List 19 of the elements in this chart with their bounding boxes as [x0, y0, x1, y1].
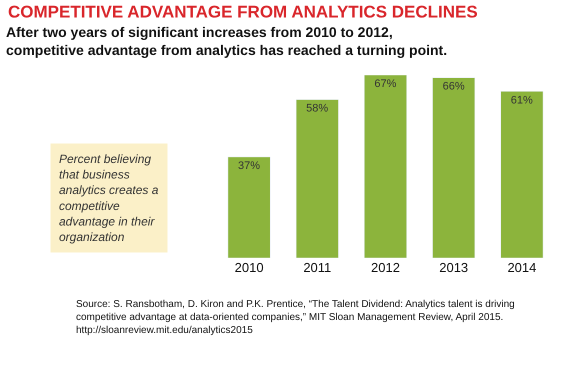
x-tick-label: 2014 — [507, 260, 536, 275]
data-label: 58% — [306, 102, 328, 115]
x-tick-label: 2012 — [371, 260, 400, 275]
bar — [432, 77, 476, 258]
data-label: 37% — [238, 160, 260, 172]
source-note: Source: S. Ransbotham, D. Kiron and P.K. Prentice, “The Talent Dividend: Analytics talent is driving competitive advantage at data-oriented companies,” MIT Sloan Management Review, April 2015. http://sloanreview.mit.edu/analytics2015 — [76, 299, 515, 336]
bar — [296, 99, 339, 258]
text: Percent believing that business analytics creates a competitive advantage in their organization — [59, 152, 159, 244]
bar — [500, 91, 544, 258]
data-label: 66% — [442, 80, 465, 93]
x-tick-label: 2010 — [234, 260, 264, 275]
chart-title: COMPETITIVE ADVANTAGE FROM ANALYTICS DECLINES — [8, 2, 478, 22]
x-tick-label: 2011 — [303, 260, 332, 275]
bar — [364, 75, 407, 258]
chart-subtitle: After two years of significant increases from 2010 to 2012, competitive advantage from analytics has reached a turning point. — [6, 24, 448, 58]
data-label: 61% — [510, 94, 534, 106]
x-tick-label: 2013 — [439, 260, 468, 275]
bar — [228, 156, 270, 258]
data-label: 67% — [374, 78, 397, 90]
